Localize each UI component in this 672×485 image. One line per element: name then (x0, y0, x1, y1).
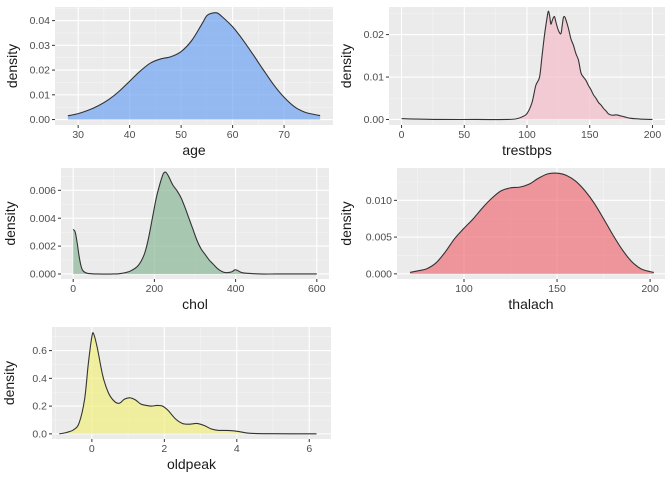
density-plot-age: 30 40 50 60 70 0.00 0.01 0.02 0.03 0.04 age density (4, 7, 333, 158)
density-plot-chol-y-axis-title: density (2, 201, 18, 245)
density-plot-age-x-tick-label: 50 (175, 129, 187, 141)
density-plot-age-x-tick-label: 60 (227, 129, 239, 141)
density-plot-age-y-tick-label: 0.01 (30, 89, 51, 101)
density-plot-trestbps-y-axis-title: density (338, 44, 354, 88)
density-plot-trestbps-x-tick-label: 0 (399, 129, 405, 141)
density-plot-trestbps-y-tick-label: 0.02 (364, 29, 385, 41)
density-plot-age-y-tick-label: 0.03 (30, 40, 51, 52)
density-plot-thalach-x-tick-label: 150 (548, 283, 566, 295)
density-plot-oldpeak-density-area (59, 332, 317, 434)
density-plot-thalach-y-tick-label: 0.005 (366, 232, 392, 244)
density-plot-age-y-tick-label: 0.04 (30, 15, 51, 27)
density-plot-thalach-x-tick-label: 200 (641, 283, 659, 295)
density-plot-chol-y-tick-label: 0.000 (30, 269, 56, 281)
density-plot-oldpeak-x-tick-label: 6 (306, 443, 312, 455)
density-plot-trestbps-y-tick-label: 0.01 (364, 72, 385, 84)
density-plot-thalach-density-line (409, 172, 654, 273)
density-plot-oldpeak-y-tick-label: 0.2 (32, 401, 47, 413)
density-plot-oldpeak-y-axis-title: density (1, 361, 17, 405)
density-plot-thalach: 100 150 200 0.000 0.005 0.010 thalach density (338, 168, 665, 312)
density-plot-trestbps-x-axis-title: trestbps (502, 142, 552, 158)
density-plot-oldpeak-y-tick-label: 0.4 (32, 373, 47, 385)
density-plot-thalach-x-axis-title: thalach (508, 296, 553, 312)
density-plot-oldpeak-x-tick-label: 4 (234, 443, 240, 455)
density-plot-chol-y-tick-label: 0.004 (30, 213, 56, 225)
density-plot-trestbps-density-line (401, 10, 653, 121)
density-plot-chol-y-tick-label: 0.002 (30, 241, 56, 253)
density-plot-chol-x-axis-title: chol (182, 296, 208, 312)
density-plot-oldpeak-x-tick-label: 2 (161, 443, 167, 455)
density-plot-chol: 0 200 400 600 0.000 0.002 0.004 0.006 chol densit… (2, 168, 329, 312)
density-plot-trestbps-x-tick-label: 100 (518, 129, 536, 141)
density-plot-oldpeak-y-tick-label: 0.6 (32, 345, 47, 357)
density-plot-trestbps: 0 50 100 150 200 0.00 0.01 0.02 trestbps density (338, 7, 665, 158)
density-plot-trestbps-x-tick-label: 200 (644, 129, 662, 141)
density-plot-chol-x-tick-label: 200 (146, 283, 164, 295)
density-plot-chol-density-line (72, 171, 317, 275)
density-plot-oldpeak-x-axis-title: oldpeak (167, 456, 217, 472)
density-plot-age-x-tick-label: 30 (72, 129, 84, 141)
density-plot-oldpeak-density-line (59, 332, 317, 435)
density-plot-age-y-axis-title: density (4, 44, 20, 88)
density-plot-thalach-y-tick-label: 0.010 (366, 195, 392, 207)
density-plot-age-x-axis-title: age (182, 142, 206, 158)
density-plot-age-x-tick-label: 40 (124, 129, 136, 141)
density-plot-trestbps-x-tick-label: 50 (458, 129, 470, 141)
density-plot-oldpeak-x-tick-label: 0 (89, 443, 95, 455)
density-plot-age-y-tick-label: 0.00 (30, 114, 51, 126)
density-plot-thalach-x-tick-label: 100 (455, 283, 473, 295)
density-plot-age-density-area (67, 12, 321, 120)
density-plot-trestbps-x-tick-label: 150 (581, 129, 599, 141)
density-plot-thalach-y-axis-title: density (338, 201, 354, 245)
density-plot-chol-density-area (73, 171, 317, 275)
density-plot-thalach-y-tick-label: 0.000 (366, 268, 392, 280)
density-plot-thalach-density-area (410, 173, 654, 274)
density-plot-age-density-line (67, 12, 321, 117)
density-plot-chol-x-tick-label: 0 (70, 283, 76, 295)
density-plot-trestbps-y-tick-label: 0.00 (364, 114, 385, 126)
density-plot-oldpeak: 0 2 4 6 0.0 0.2 0.4 0.6 oldpeak density (1, 327, 331, 472)
density-plot-chol-x-tick-label: 400 (227, 283, 245, 295)
density-plot-trestbps-density-area (401, 11, 653, 120)
density-plot-age-y-tick-label: 0.02 (30, 65, 51, 77)
density-plot-age-x-tick-label: 70 (278, 129, 290, 141)
density-plot-oldpeak-y-tick-label: 0.0 (32, 428, 47, 440)
density-plot-chol-x-tick-label: 600 (308, 283, 326, 295)
density-plot-chol-y-tick-label: 0.006 (30, 185, 56, 197)
